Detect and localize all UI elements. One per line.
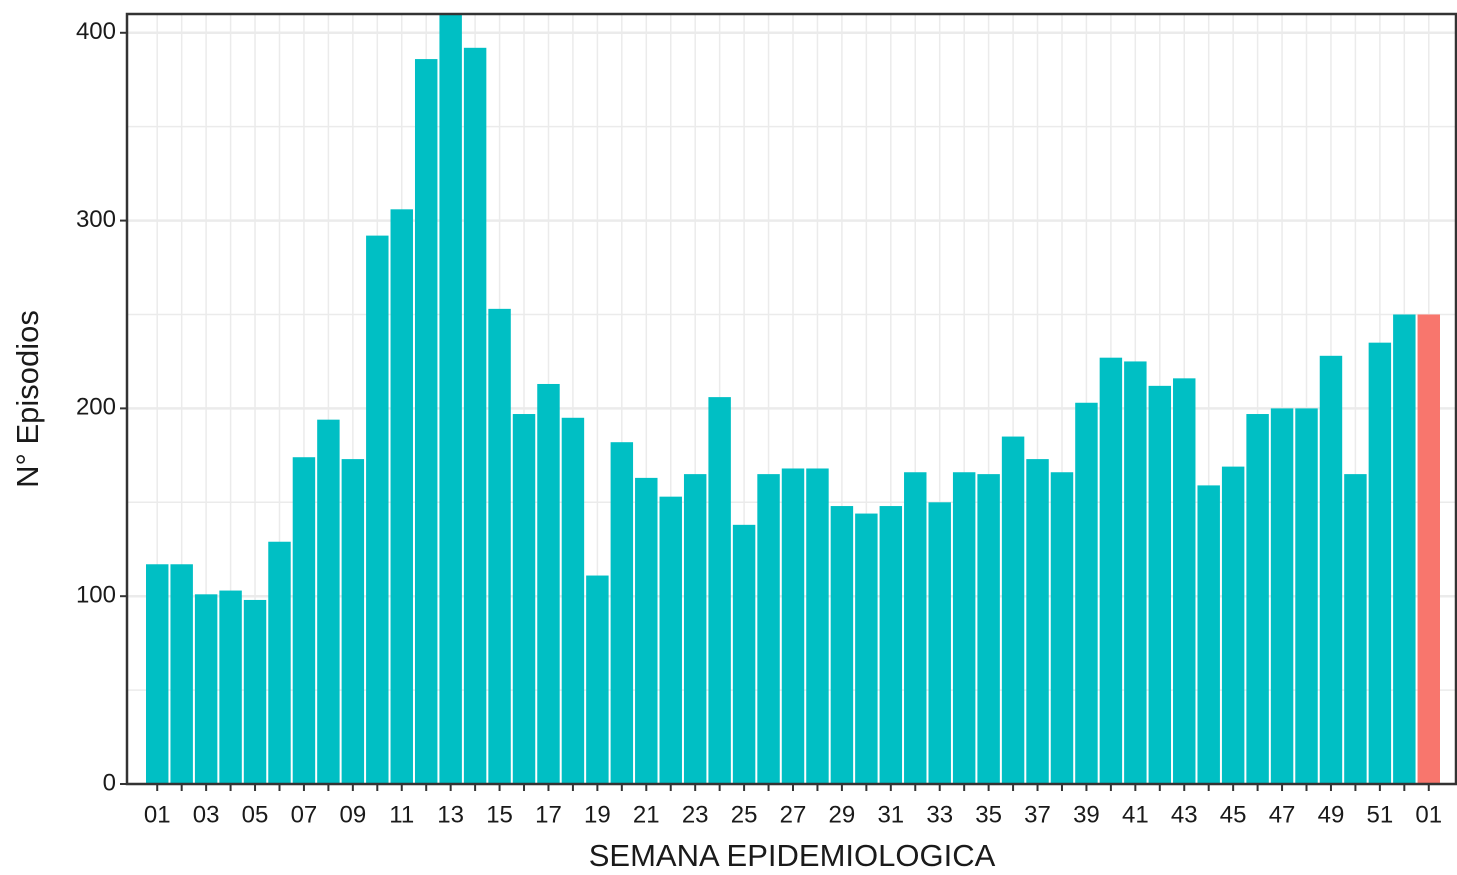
bar <box>366 235 389 785</box>
bar <box>390 209 413 784</box>
x-tick-label: 11 <box>389 801 414 828</box>
x-tick-label: 15 <box>486 801 513 828</box>
bar <box>1295 408 1318 784</box>
bar <box>757 474 780 784</box>
bar <box>855 513 878 784</box>
bar <box>170 564 193 784</box>
bar <box>952 472 976 784</box>
bar <box>194 594 218 784</box>
bar <box>1417 314 1440 784</box>
bar <box>414 59 438 784</box>
bar <box>977 474 1000 784</box>
bar <box>1197 485 1220 784</box>
bar <box>463 47 487 785</box>
bar <box>781 468 805 784</box>
bar <box>317 419 340 784</box>
bar <box>904 472 927 784</box>
bar <box>1001 436 1025 784</box>
bar <box>830 506 854 784</box>
bar <box>1319 355 1343 784</box>
x-tick-label: 25 <box>731 801 758 828</box>
x-tick-label: 41 <box>1122 801 1149 828</box>
x-tick-label: 13 <box>437 801 464 828</box>
bar <box>1075 402 1098 784</box>
x-tick-label: 17 <box>535 801 562 828</box>
x-tick-label: 27 <box>780 801 807 828</box>
bar <box>732 524 756 784</box>
bar <box>1148 385 1172 784</box>
y-tick-label: 0 <box>103 769 116 796</box>
x-tick-label: 33 <box>926 801 953 828</box>
bar <box>512 414 536 784</box>
x-tick-label: 05 <box>242 801 269 828</box>
bar <box>243 599 267 784</box>
bar <box>268 541 291 784</box>
bar <box>1270 408 1294 784</box>
y-tick-label: 200 <box>76 394 116 421</box>
bar <box>488 308 511 784</box>
x-tick-label: 51 <box>1367 801 1394 828</box>
x-tick-label: 43 <box>1171 801 1198 828</box>
x-axis-title: SEMANA EPIDEMIOLOGICA <box>589 838 996 873</box>
bar <box>1246 414 1269 784</box>
bar <box>219 590 242 784</box>
x-tick-label: 21 <box>633 801 660 828</box>
x-tick-label: 45 <box>1220 801 1247 828</box>
bar <box>292 457 316 784</box>
x-tick-label: 35 <box>975 801 1002 828</box>
x-tick-label: 09 <box>339 801 366 828</box>
bar <box>635 477 658 784</box>
bar <box>1344 474 1367 784</box>
panel-border <box>125 12 1457 786</box>
y-tick-label: 100 <box>76 582 116 609</box>
bar <box>1221 466 1245 784</box>
x-tick-label: 37 <box>1024 801 1051 828</box>
x-tick-label: 31 <box>877 801 904 828</box>
bar <box>1368 342 1392 784</box>
bar <box>610 442 634 784</box>
x-tick-label: 07 <box>291 801 318 828</box>
x-tick-label: 29 <box>829 801 856 828</box>
bar <box>537 383 560 784</box>
y-axis-title: N° Episodios <box>10 310 45 488</box>
bar <box>1099 357 1123 784</box>
x-tick-label: 49 <box>1318 801 1345 828</box>
bar <box>928 502 951 784</box>
bar <box>708 397 731 784</box>
bar <box>806 468 829 784</box>
bar <box>1124 361 1147 784</box>
bar <box>1050 472 1074 784</box>
bar <box>879 506 903 784</box>
y-tick-label: 400 <box>76 18 116 45</box>
x-tick-label: 47 <box>1269 801 1296 828</box>
x-tick-label: 03 <box>193 801 220 828</box>
bar <box>1393 314 1416 784</box>
y-tick-label: 300 <box>76 206 116 233</box>
x-tick-label: 01 <box>1415 801 1442 828</box>
x-tick-label: 23 <box>682 801 709 828</box>
x-tick-label: 01 <box>144 801 171 828</box>
x-tick-label: 39 <box>1073 801 1100 828</box>
bar <box>659 496 682 784</box>
bar <box>1173 378 1196 784</box>
bar <box>586 575 609 784</box>
bar <box>146 564 169 784</box>
bar <box>1026 459 1049 784</box>
bar <box>683 474 707 784</box>
x-tick-label: 19 <box>584 801 611 828</box>
bar <box>561 417 585 784</box>
bar <box>341 459 365 784</box>
bar <box>439 14 462 784</box>
